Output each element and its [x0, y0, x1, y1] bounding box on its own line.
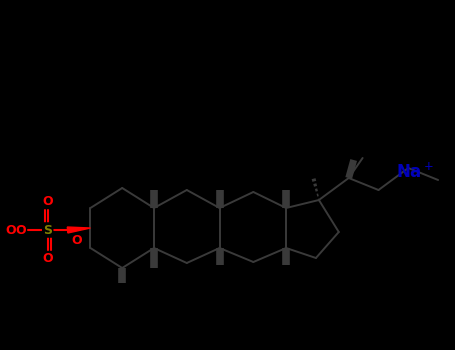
Text: O: O	[42, 195, 53, 208]
Text: O$^-$: O$^-$	[5, 224, 26, 237]
Polygon shape	[67, 227, 91, 233]
Text: Na$^+$: Na$^+$	[396, 162, 435, 182]
Text: S: S	[43, 224, 52, 237]
Text: O: O	[42, 252, 53, 265]
Text: O: O	[71, 234, 82, 247]
Text: O: O	[15, 224, 26, 237]
